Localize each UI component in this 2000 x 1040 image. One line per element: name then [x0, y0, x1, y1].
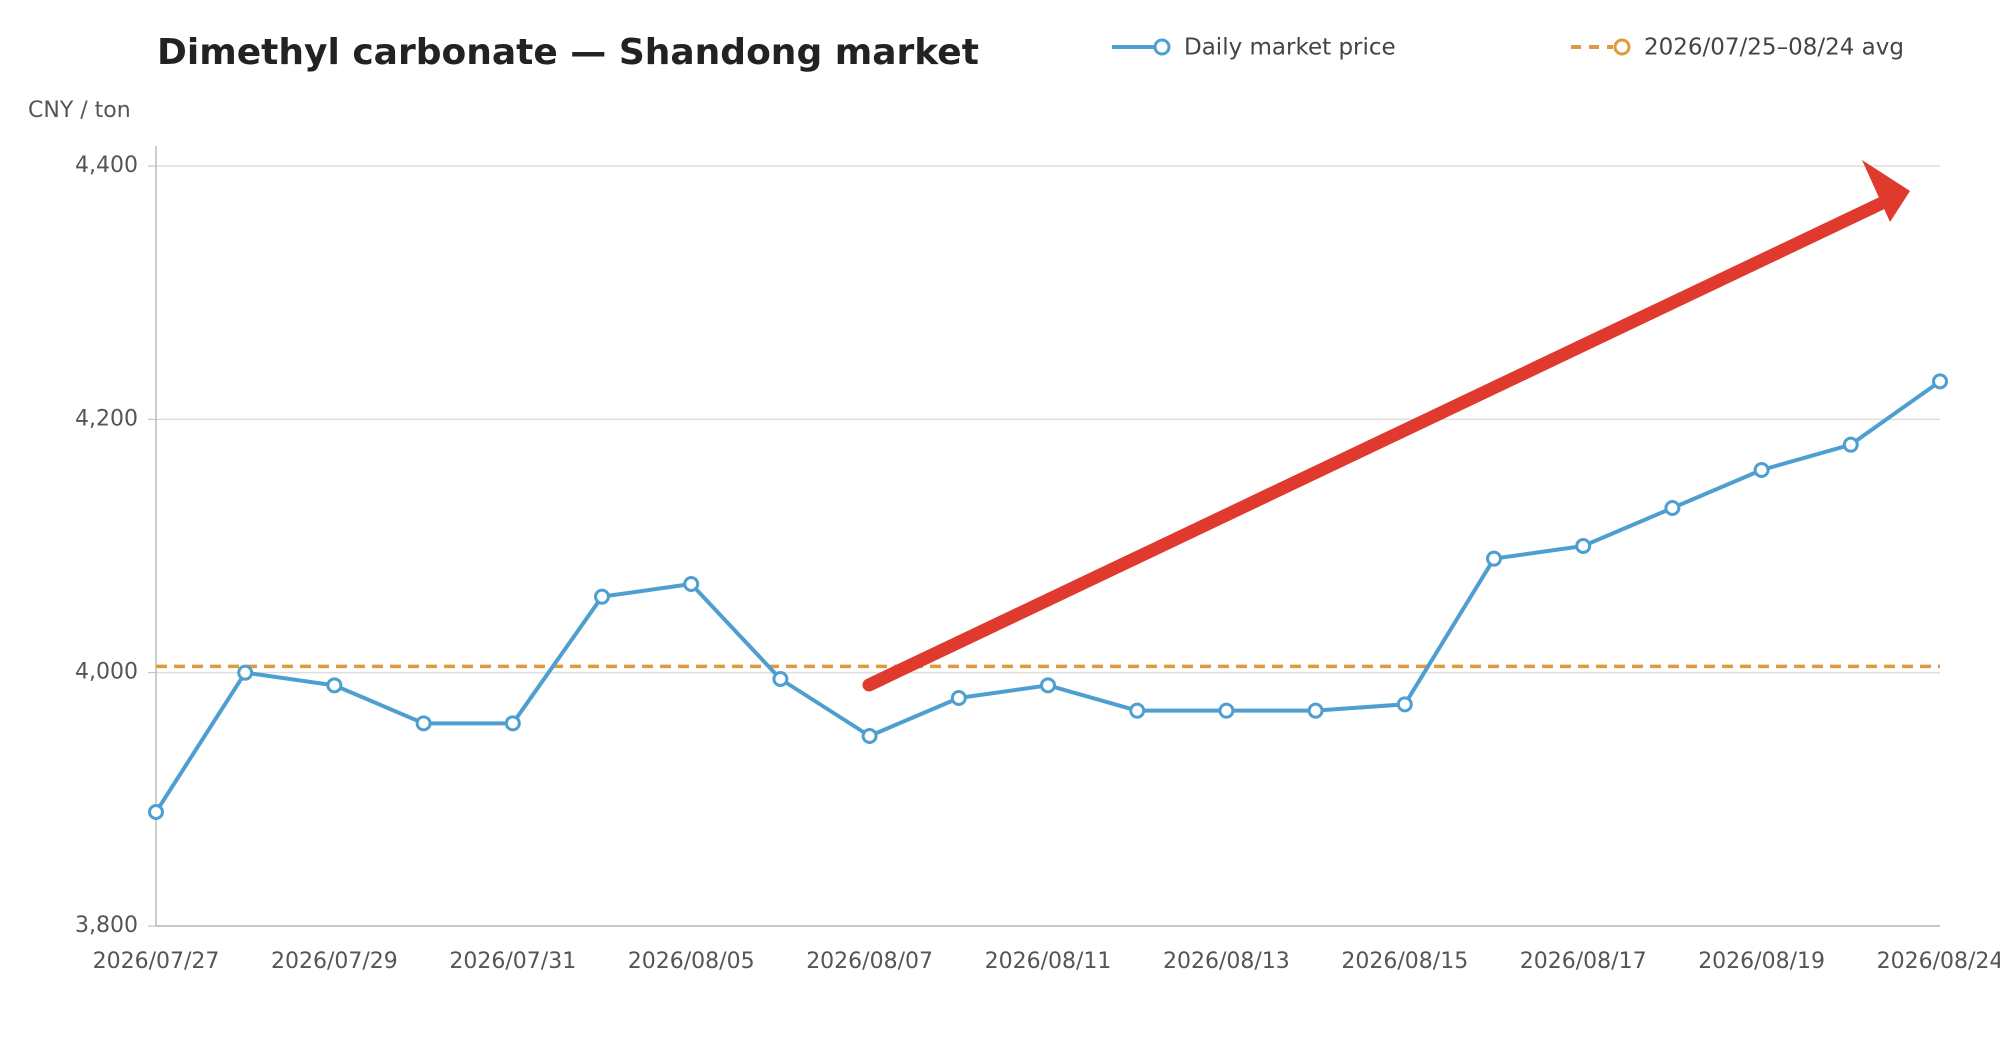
legend-label: 2026/07/25–08/24 avg	[1644, 35, 1904, 61]
x-tick-label: 2026/07/27	[93, 949, 220, 974]
price-point	[950, 690, 967, 706]
price-point	[1932, 373, 1948, 390]
trend-arrow	[862, 160, 1910, 692]
arrow-head	[1862, 160, 1910, 222]
price-point	[683, 576, 700, 592]
price-point	[1664, 500, 1681, 516]
price-point	[772, 671, 789, 687]
price-point	[1307, 702, 1324, 719]
chart-title: Dimethyl carbonate — Shandong market	[157, 32, 979, 73]
price-point	[1842, 436, 1859, 453]
price-point	[1218, 702, 1235, 719]
legend-marker	[1153, 38, 1171, 56]
price-point	[326, 677, 343, 694]
x-tick-label: 2026/07/31	[449, 949, 576, 974]
plot-area: 3,800 4,000 4,200 4,400 2026/07/27 2026/07/29…	[75, 146, 2000, 974]
y-tick-label: 4,200	[75, 406, 138, 431]
legend-marker	[1613, 38, 1631, 56]
price-point	[1486, 550, 1502, 567]
x-tick-label: 2026/08/24	[1877, 949, 2000, 974]
x-tick-label: 2026/08/15	[1341, 949, 1468, 974]
x-tick-label: 2026/07/29	[271, 949, 398, 974]
price-point	[861, 728, 878, 744]
arrow-shaft	[862, 197, 1887, 692]
x-tick-label: 2026/08/19	[1698, 949, 1825, 974]
x-tick-label: 2026/08/13	[1163, 949, 1290, 974]
x-tick-label: 2026/08/07	[806, 949, 933, 974]
price-point	[1396, 696, 1413, 713]
legend-label: Daily market price	[1184, 35, 1396, 61]
y-axis-label: CNY / ton	[28, 98, 131, 123]
price-point	[504, 715, 521, 732]
price-point	[594, 588, 610, 605]
price-point	[1575, 538, 1592, 554]
x-tick-label: 2026/08/11	[985, 949, 1112, 974]
x-tick-label: 2026/08/05	[628, 949, 755, 974]
price-point	[237, 664, 254, 681]
price-point	[1753, 462, 1770, 478]
y-tick-label: 4,000	[75, 660, 138, 685]
y-tick-label: 3,800	[75, 913, 138, 938]
y-tick-label: 4,400	[75, 153, 138, 178]
price-point	[1129, 702, 1146, 719]
price-point	[148, 804, 164, 820]
x-tick-label: 2026/08/17	[1520, 949, 1647, 974]
price-point	[1040, 677, 1056, 694]
price-point	[415, 715, 432, 732]
